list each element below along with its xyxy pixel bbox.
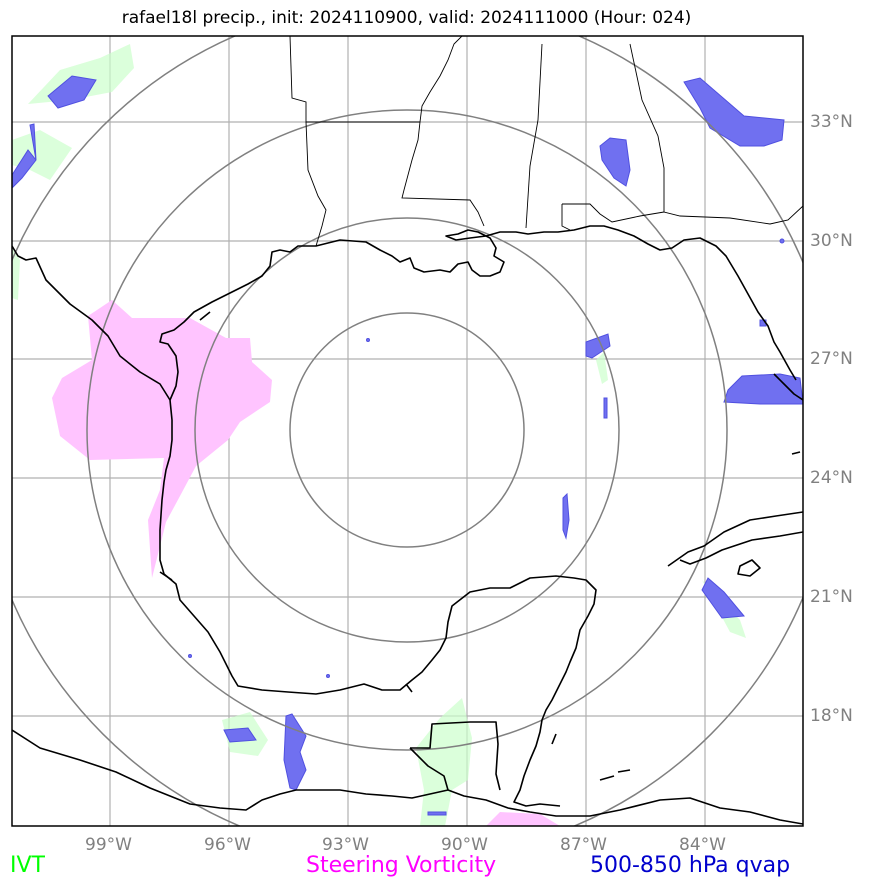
lon-label: 99°W bbox=[85, 835, 132, 855]
lat-label: 21°N bbox=[810, 587, 853, 607]
qvap-shading bbox=[12, 75, 803, 816]
lat-label: 18°N bbox=[810, 706, 853, 726]
lon-label: 93°W bbox=[322, 835, 369, 855]
legend-steering-vorticity: Steering Vorticity bbox=[306, 853, 497, 878]
state-borders bbox=[289, 36, 803, 247]
lat-label: 24°N bbox=[810, 468, 853, 488]
lat-label: 30°N bbox=[810, 231, 853, 251]
lon-label: 96°W bbox=[204, 835, 251, 855]
map-frame bbox=[11, 35, 804, 827]
lat-label: 27°N bbox=[810, 349, 853, 369]
legend-qvap: 500-850 hPa qvap bbox=[590, 853, 791, 878]
lon-label: 87°W bbox=[560, 835, 607, 855]
vorticity-shading bbox=[52, 300, 560, 826]
legend-ivt: IVT bbox=[10, 853, 45, 878]
lon-label: 84°W bbox=[679, 835, 726, 855]
lat-label: 33°N bbox=[810, 112, 853, 132]
range-rings bbox=[12, 36, 803, 826]
lon-label: 90°W bbox=[441, 835, 488, 855]
map-title: rafael18l precip., init: 2024110900, val… bbox=[121, 8, 692, 28]
coastlines bbox=[12, 225, 803, 825]
